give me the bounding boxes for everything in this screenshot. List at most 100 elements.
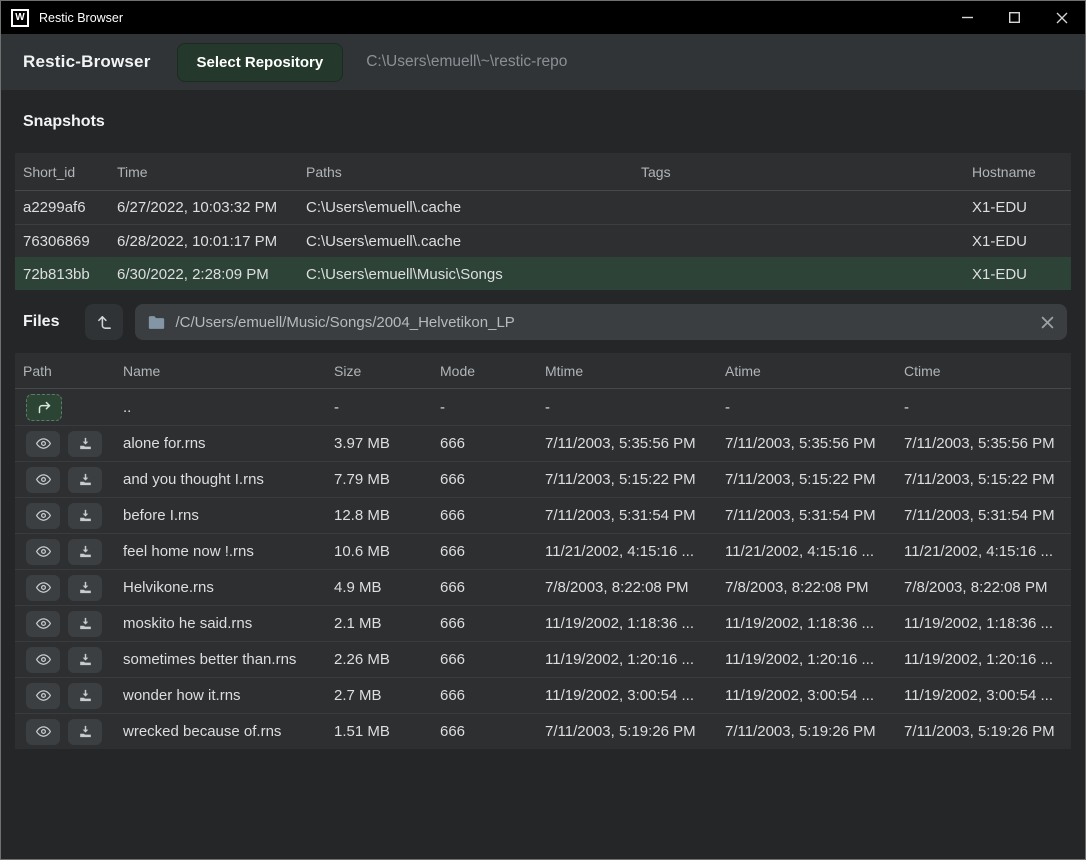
file-size: - — [334, 398, 339, 416]
col-header-time: Time — [117, 163, 148, 180]
download-icon — [79, 725, 91, 738]
parent-dir-row: .. - - - - - — [15, 389, 1071, 425]
download-file-button[interactable] — [68, 502, 102, 529]
file-size: 3.97 MB — [334, 435, 390, 452]
download-file-button[interactable] — [68, 646, 102, 673]
snapshot-short-id: a2299af6 — [23, 199, 86, 216]
repository-path: C:\Users\emuell\~\restic-repo — [366, 53, 568, 70]
file-atime: 7/11/2003, 5:15:22 PM — [725, 471, 876, 488]
view-file-button[interactable] — [26, 718, 60, 745]
file-mode: - — [440, 398, 445, 416]
titlebar: W Restic Browser — [1, 1, 1085, 34]
download-file-button[interactable] — [68, 538, 102, 565]
col-header-size: Size — [334, 362, 362, 379]
close-button[interactable] — [1038, 1, 1085, 34]
file-mtime: 7/11/2003, 5:31:54 PM — [545, 507, 696, 524]
view-file-button[interactable] — [26, 574, 60, 601]
file-row: moskito he said.rns 2.1 MB 666 11/19/200… — [15, 605, 1071, 641]
files-table: Path Name Size Mode Mtime Atime Ctime ..… — [15, 353, 1071, 749]
view-file-button[interactable] — [26, 610, 60, 637]
snapshot-hostname: X1-EDU — [972, 265, 1028, 283]
file-atime: 11/21/2002, 4:15:16 ... — [725, 543, 875, 560]
file-mode: 666 — [440, 615, 466, 632]
view-file-button[interactable] — [26, 682, 60, 709]
file-ctime: 7/8/2003, 8:22:08 PM — [904, 579, 1048, 596]
clear-path-button[interactable] — [1041, 316, 1054, 329]
file-row: wonder how it.rns 2.7 MB 666 11/19/2002,… — [15, 677, 1071, 713]
files-title: Files — [23, 313, 60, 330]
snapshot-paths: C:\Users\emuell\.cache — [306, 232, 462, 250]
file-atime: 7/11/2003, 5:31:54 PM — [725, 507, 876, 524]
file-mtime: 11/19/2002, 1:18:36 ... — [545, 615, 695, 632]
col-header-mtime: Mtime — [545, 362, 584, 379]
view-file-button[interactable] — [26, 430, 60, 457]
col-header-hostname: Hostname — [972, 163, 1036, 180]
snapshot-row-selected[interactable]: 72b813bb 6/30/2022, 2:28:09 PM C:\Users\… — [15, 257, 1071, 290]
file-atime: 11/19/2002, 1:20:16 ... — [725, 651, 875, 668]
go-up-level-button[interactable] — [85, 304, 124, 340]
file-mode: 666 — [440, 687, 466, 704]
col-header-atime: Atime — [725, 362, 761, 379]
download-icon — [79, 545, 91, 558]
snapshot-hostname: X1-EDU — [972, 199, 1028, 216]
file-mode: 666 — [440, 723, 466, 740]
file-row: feel home now !.rns 10.6 MB 666 11/21/20… — [15, 533, 1071, 569]
file-atime: 11/19/2002, 3:00:54 ... — [725, 687, 875, 704]
download-icon — [79, 689, 91, 702]
file-mtime: 11/19/2002, 3:00:54 ... — [545, 687, 695, 704]
view-file-button[interactable] — [26, 646, 60, 673]
eye-icon — [35, 618, 51, 629]
download-icon — [79, 617, 91, 630]
maximize-icon — [1009, 12, 1020, 23]
file-row: and you thought I.rns 7.79 MB 666 7/11/2… — [15, 461, 1071, 497]
file-name: feel home now !.rns — [123, 543, 254, 560]
eye-icon — [35, 654, 51, 665]
current-path-input[interactable]: /C/Users/emuell/Music/Songs/2004_Helveti… — [135, 304, 1067, 340]
file-mtime: 7/11/2003, 5:35:56 PM — [545, 435, 696, 452]
file-size: 2.26 MB — [334, 651, 390, 668]
download-file-button[interactable] — [68, 682, 102, 709]
close-icon — [1056, 12, 1067, 23]
file-name: and you thought I.rns — [123, 471, 264, 488]
download-file-button[interactable] — [68, 430, 102, 457]
view-file-button[interactable] — [26, 466, 60, 493]
download-file-button[interactable] — [68, 610, 102, 637]
col-header-mode: Mode — [440, 362, 476, 379]
app-header: Restic-Browser Select Repository C:\User… — [1, 34, 1085, 90]
download-file-button[interactable] — [68, 718, 102, 745]
parent-dir-button[interactable] — [26, 393, 62, 421]
snapshot-row[interactable]: 76306869 6/28/2022, 10:01:17 PM C:\Users… — [15, 224, 1071, 257]
file-mode: 666 — [440, 471, 466, 488]
file-ctime: 7/11/2003, 5:19:26 PM — [904, 723, 1055, 740]
download-icon — [79, 581, 91, 594]
file-ctime: 7/11/2003, 5:15:22 PM — [904, 471, 1055, 488]
file-row: Helvikone.rns 4.9 MB 666 7/8/2003, 8:22:… — [15, 569, 1071, 605]
eye-icon — [35, 690, 51, 701]
snapshot-hostname: X1-EDU — [972, 232, 1028, 250]
files-bar: Files /C/Users/emuell/Music/Songs/2004_H… — [23, 304, 1067, 340]
file-ctime: 7/11/2003, 5:35:56 PM — [904, 435, 1055, 452]
file-row: wrecked because of.rns 1.51 MB 666 7/11/… — [15, 713, 1071, 749]
download-file-button[interactable] — [68, 574, 102, 601]
file-ctime: 11/19/2002, 3:00:54 ... — [904, 687, 1054, 704]
eye-icon — [35, 438, 51, 449]
col-header-paths: Paths — [306, 163, 342, 180]
download-file-button[interactable] — [68, 466, 102, 493]
snapshot-row[interactable]: a2299af6 6/27/2022, 10:03:32 PM C:\Users… — [15, 191, 1071, 224]
eye-icon — [35, 726, 51, 737]
download-icon — [79, 509, 91, 522]
file-ctime: 11/19/2002, 1:20:16 ... — [904, 651, 1054, 668]
minimize-button[interactable] — [944, 1, 991, 34]
view-file-button[interactable] — [26, 502, 60, 529]
window-title: Restic Browser — [39, 10, 124, 25]
files-table-header: Path Name Size Mode Mtime Atime Ctime — [15, 353, 1071, 389]
file-row: before I.rns 12.8 MB 666 7/11/2003, 5:31… — [15, 497, 1071, 533]
file-size: 4.9 MB — [334, 579, 382, 596]
view-file-button[interactable] — [26, 538, 60, 565]
snapshots-title: Snapshots — [23, 112, 105, 130]
select-repository-button[interactable]: Select Repository — [176, 42, 344, 82]
file-row: alone for.rns 3.97 MB 666 7/11/2003, 5:3… — [15, 425, 1071, 461]
maximize-button[interactable] — [991, 1, 1038, 34]
snapshot-paths: C:\Users\emuell\.cache — [306, 199, 462, 216]
